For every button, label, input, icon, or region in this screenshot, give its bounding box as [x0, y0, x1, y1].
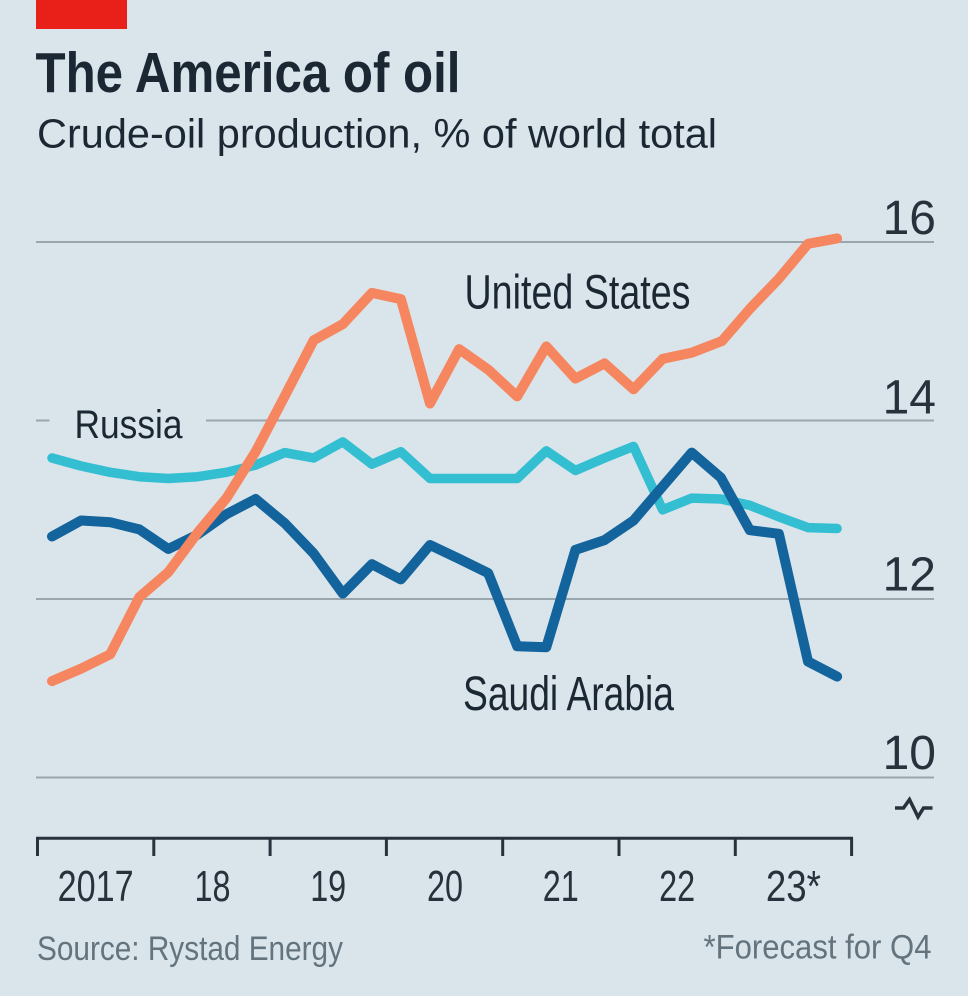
svg-text:Russia: Russia [75, 403, 184, 447]
svg-text:10: 10 [883, 727, 936, 780]
svg-text:21: 21 [543, 862, 579, 911]
svg-text:Saudi Arabia: Saudi Arabia [463, 668, 674, 721]
svg-text:20: 20 [427, 862, 463, 911]
svg-text:23*: 23* [766, 862, 821, 911]
svg-text:19: 19 [310, 862, 346, 911]
svg-text:16: 16 [883, 192, 936, 245]
svg-text:12: 12 [883, 549, 936, 602]
svg-text:*Forecast for Q4: *Forecast for Q4 [704, 929, 932, 967]
svg-text:14: 14 [883, 372, 936, 425]
svg-text:United States: United States [465, 267, 691, 320]
svg-text:Crude-oil production, % of wor: Crude-oil production, % of world total [37, 111, 717, 157]
svg-text:22: 22 [659, 862, 695, 911]
svg-text:18: 18 [195, 862, 231, 911]
svg-text:Source: Rystad Energy: Source: Rystad Energy [37, 930, 343, 968]
svg-text:The America of oil: The America of oil [36, 41, 461, 105]
svg-text:2017: 2017 [58, 862, 134, 911]
